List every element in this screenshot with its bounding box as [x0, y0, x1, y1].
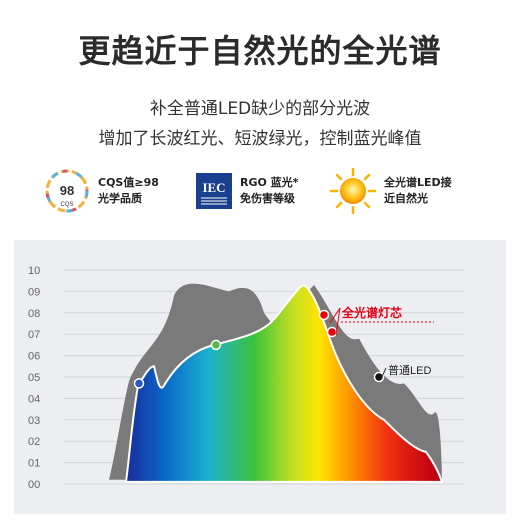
badge-caption: CQS: [60, 202, 73, 208]
y-tick-label: 08: [28, 308, 40, 320]
y-tick-label: 03: [28, 415, 40, 427]
y-tick-label: 00: [28, 479, 40, 491]
full-spectrum-curve: [124, 283, 444, 483]
marker-red-peak: [318, 309, 330, 321]
full-spectrum-label: 全光谱灯芯: [341, 305, 402, 320]
feature-rgo-line1: RGO 蓝光*: [240, 176, 299, 189]
subtitle-line-2: 增加了长波红光、短波绿光，控制蓝光峰值: [98, 129, 422, 149]
spectrum-chart-panel: 00 01 02 03 04 05 06 07 08 09 10 全光谱灯芯 普通LED: [14, 240, 506, 514]
spectrum-chart: 00 01 02 03 04 05 06 07 08 09 10 全光谱灯芯 普通LED: [28, 265, 464, 491]
marker-green: [210, 339, 222, 351]
y-tick-label: 07: [28, 329, 40, 341]
subtitle-line-1: 补全普通LED缺少的部分光波: [149, 99, 371, 119]
feature-rgo-line2: 免伤害等级: [240, 192, 295, 205]
y-tick-label: 06: [28, 351, 40, 363]
badge-number: 98: [60, 183, 74, 198]
feature-rgo: IEC RGO 蓝光* 免伤害等级: [196, 166, 298, 216]
marker-blue: [133, 378, 145, 389]
feature-cqs-line1: CQS值≥98: [98, 176, 159, 189]
feature-cqs: 98 CQS CQS值≥98 光学品质: [44, 166, 159, 216]
y-tick-label: 01: [28, 458, 40, 470]
iec-logo-text: IEC: [202, 180, 225, 195]
cqs-98-badge-icon: 98 CQS: [45, 169, 89, 213]
iec-logo-icon: IEC: [196, 173, 232, 209]
y-tick-label: 04: [28, 393, 40, 405]
marker-normal-led: [373, 371, 385, 383]
y-tick-label: 05: [28, 372, 40, 384]
feature-cqs-line2: 光学品质: [98, 192, 142, 205]
feature-natural-line2: 近自然光: [384, 192, 428, 205]
normal-led-label: 普通LED: [388, 363, 431, 377]
marker-red: [326, 326, 338, 338]
y-tick-label: 02: [28, 436, 40, 448]
feature-natural-light: 全光谱LED接 近自然光: [330, 166, 452, 216]
full-spectrum-leader: [329, 307, 341, 324]
y-tick-label: 09: [28, 286, 40, 298]
page-title: 更趋近于自然光的全光谱: [78, 32, 442, 70]
y-tick-label: 10: [28, 265, 40, 277]
feature-natural-line1: 全光谱LED接: [384, 176, 452, 189]
sun-icon: [330, 168, 376, 214]
